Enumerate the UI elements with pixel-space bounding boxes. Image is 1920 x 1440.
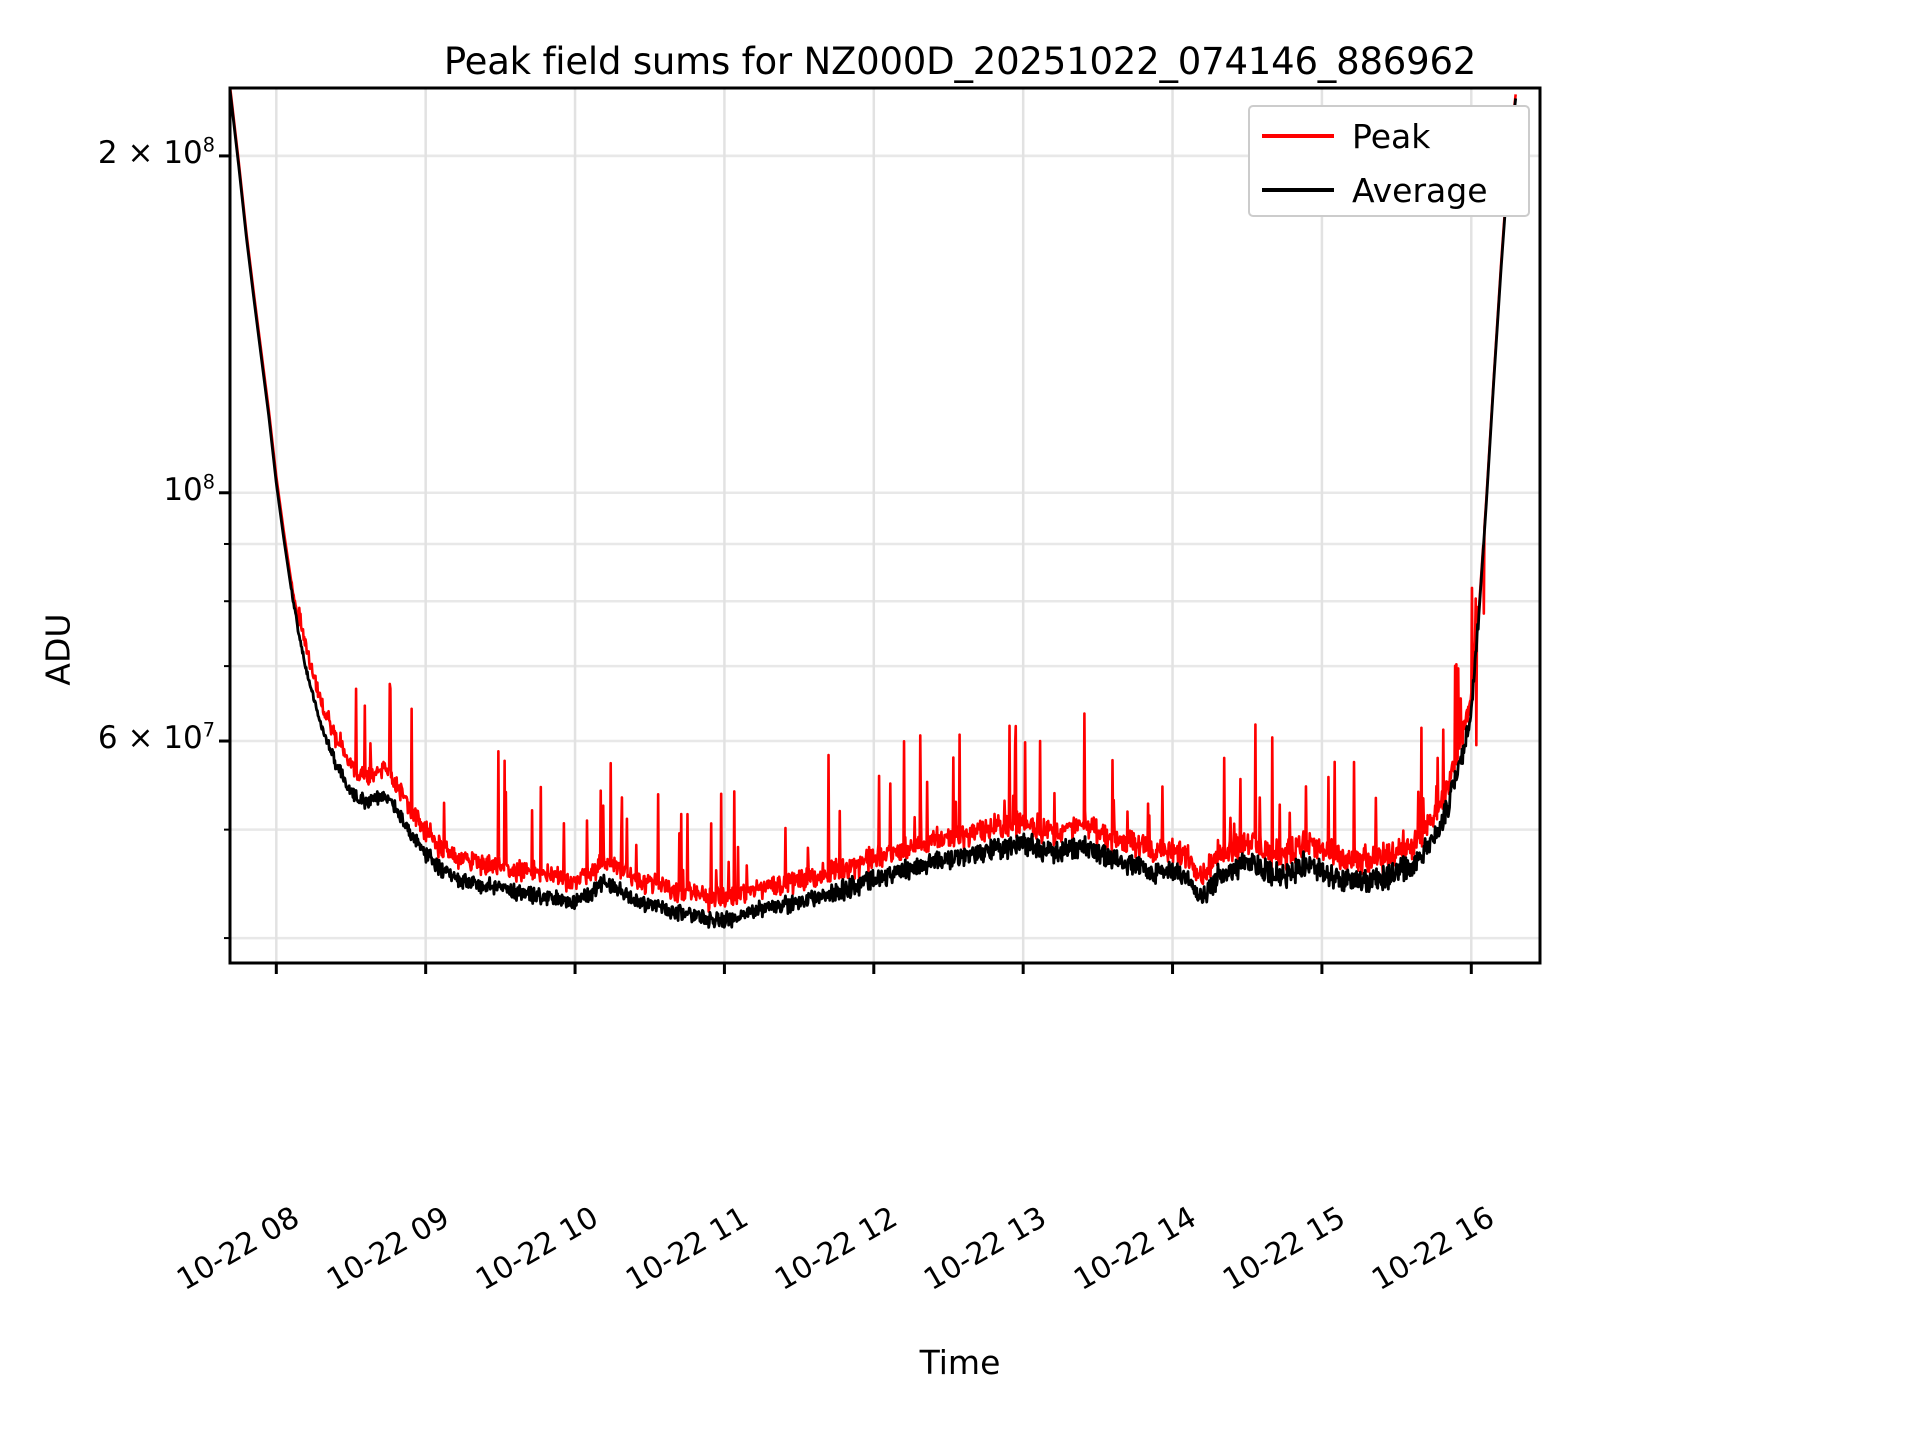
legend-label-average: Average	[1352, 170, 1488, 210]
x-axis-label: Time	[919, 1343, 1001, 1382]
legend-entry-peak: Peak	[1262, 111, 1520, 161]
series-line-average	[230, 89, 1518, 929]
plot-border	[228, 86, 1542, 965]
chart-legend: Peak Average	[1248, 105, 1530, 217]
legend-swatch-average	[1262, 188, 1334, 192]
series-layer	[230, 88, 1518, 929]
chart-title: Peak field sums for NZ000D_20251022_0741…	[443, 40, 1477, 83]
legend-entry-average: Average	[1262, 165, 1520, 215]
y-tick-label: 108	[163, 470, 215, 508]
series-line-peak	[230, 88, 1517, 913]
y-tick-label: 2 × 108	[97, 133, 215, 171]
y-tick-label: 6 × 107	[97, 718, 215, 757]
legend-swatch-peak	[1262, 134, 1334, 138]
legend-label-peak: Peak	[1352, 116, 1431, 156]
